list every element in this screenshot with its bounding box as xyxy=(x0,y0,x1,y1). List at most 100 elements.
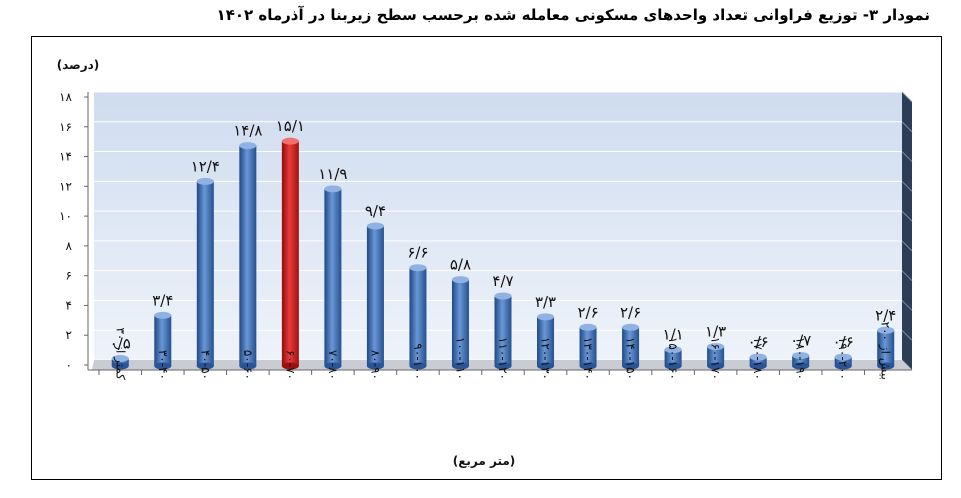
bar xyxy=(154,311,172,370)
chart-title: نمودار ۳- توزیع فراوانی تعداد واحدهای مس… xyxy=(216,6,930,24)
bar-body xyxy=(749,357,767,366)
x-axis: کمتر از ۳۰ ۳۰-۴۰ ۴۰-۵۰ ۵۰-۶۰ ۶۰-۷۰ ۷۰-۸۰ ۸۰-۹۰… xyxy=(88,322,912,380)
y-tick-label: ۶ xyxy=(66,269,72,283)
bar-cap xyxy=(537,313,555,321)
bar xyxy=(834,353,852,370)
gridline-side xyxy=(901,121,913,133)
gridline-side xyxy=(901,240,913,252)
x-category-label: ۱۸۰-۱۹۰ xyxy=(794,337,808,380)
bar-body xyxy=(324,188,342,366)
data-label: ۵/۸ xyxy=(450,256,471,274)
bar-cap xyxy=(834,353,852,361)
bar-cap xyxy=(239,142,257,150)
y-tick-label: ۱۰ xyxy=(59,209,72,223)
data-label: ۰/۶ xyxy=(833,333,854,351)
bar-cap xyxy=(792,352,810,360)
bar-base xyxy=(494,362,512,370)
y-axis: ۰ ۲ ۴ ۶ ۸ ۱۰ ۱۲ ۱۴ ۱۶ ۱۸ xyxy=(59,90,89,372)
x-category-label: ۱۳۰-۱۴۰ xyxy=(581,337,595,380)
bar-highlight xyxy=(281,137,299,370)
bar-base xyxy=(451,362,469,370)
bar-chart: ۰ ۲ ۴ ۶ ۸ ۱۰ ۱۲ ۱۴ ۱۶ ۱۸ ۰/۵ ۳/۴ ۱۲/۴ ۱۴/۸ ۱۵/۱ ۱۱/۹ ۹/… xyxy=(57,58,913,468)
bar-cap xyxy=(494,292,512,300)
bar-base xyxy=(366,362,384,370)
bar xyxy=(579,323,597,370)
bar xyxy=(451,276,469,370)
bar-cap xyxy=(154,311,172,319)
data-label: ۲/۶ xyxy=(620,303,641,321)
bar-base xyxy=(409,362,427,370)
data-label: ۰/۵ xyxy=(110,335,131,353)
bar-base xyxy=(239,362,257,370)
bar-cap xyxy=(877,326,895,334)
bar-cap xyxy=(664,346,682,354)
data-label: ۳/۳ xyxy=(535,293,556,311)
bar-body xyxy=(111,358,129,366)
data-label: ۰/۷ xyxy=(790,332,811,350)
y-tick-label: ۲ xyxy=(66,328,72,342)
bars xyxy=(111,137,895,370)
bar-body xyxy=(494,296,512,366)
x-category-label: ۱۰۰-۱۱۰ xyxy=(453,337,467,380)
data-label: ۱/۱ xyxy=(663,326,684,344)
bar-base xyxy=(281,362,299,370)
x-category-label: ۴۰-۵۰ xyxy=(198,350,212,380)
bar-base xyxy=(579,362,597,370)
x-category-label: بیش از ۲۰۰ xyxy=(878,322,893,380)
data-label: ۰/۶ xyxy=(748,333,769,351)
bar-base xyxy=(324,362,342,370)
bar xyxy=(749,353,767,370)
bar-body xyxy=(366,226,384,366)
bar-base xyxy=(877,362,895,370)
bar-body xyxy=(792,355,810,366)
bar-cap xyxy=(111,355,129,363)
bar-cap xyxy=(451,276,469,284)
bar xyxy=(324,185,342,370)
bar xyxy=(707,343,725,370)
x-category-label: ۱۴۰-۱۵۰ xyxy=(624,337,638,380)
bar-base xyxy=(707,362,725,370)
bar xyxy=(537,313,555,370)
bar xyxy=(494,292,512,370)
gridline-side xyxy=(901,91,913,103)
plot-side-wall xyxy=(902,92,912,370)
data-label: ۹/۴ xyxy=(365,202,386,220)
bar-body xyxy=(834,357,852,366)
bar-base xyxy=(196,362,214,370)
x-category-label: ۱۶۰-۱۷۰ xyxy=(709,337,723,380)
data-label: ۱۱/۹ xyxy=(318,165,347,183)
gridline-side xyxy=(901,180,913,192)
y-tick-label: ۸ xyxy=(66,239,73,253)
x-category-label: ۳۰-۴۰ xyxy=(156,350,170,380)
bar-base xyxy=(622,362,640,370)
x-category-label: ۷۰-۸۰ xyxy=(326,350,340,380)
bar-base xyxy=(834,362,852,370)
data-label: ۱/۳ xyxy=(705,323,726,341)
bar-base xyxy=(154,362,172,370)
bar xyxy=(664,346,682,370)
y-tick-label: ۱۴ xyxy=(59,150,72,164)
data-label: ۱۲/۴ xyxy=(191,157,220,175)
bar xyxy=(877,326,895,370)
bar-base xyxy=(111,362,129,370)
bar-cap xyxy=(749,353,767,361)
x-category-label: ۱۷۰-۱۸۰ xyxy=(751,337,765,380)
bar-cap xyxy=(324,185,342,193)
chart-frame: ۰ ۲ ۴ ۶ ۸ ۱۰ ۱۲ ۱۴ ۱۶ ۱۸ ۰/۵ ۳/۴ ۱۲/۴ ۱۴/۸ ۱۵/۱ ۱۱/۹ ۹/… xyxy=(31,36,942,480)
x-category-label: ۱۱۰-۱۲۰ xyxy=(496,337,510,380)
bar-body xyxy=(622,327,640,366)
gridline-side xyxy=(901,210,913,222)
data-label: ۶/۶ xyxy=(407,244,428,262)
bar-body xyxy=(409,267,427,366)
bar-cap xyxy=(579,323,597,331)
x-category-label: ۱۹۰-۲۰۰ xyxy=(836,337,850,380)
bar-body xyxy=(877,330,895,366)
bar-body xyxy=(239,145,257,366)
bar xyxy=(239,142,257,370)
x-category-label: ۸۰-۹۰ xyxy=(368,350,382,380)
data-label: ۴/۷ xyxy=(492,272,513,290)
x-axis-label: (متر مربع) xyxy=(453,454,516,468)
bar xyxy=(409,264,427,370)
data-label: ۲/۶ xyxy=(577,303,598,321)
bar xyxy=(792,352,810,370)
